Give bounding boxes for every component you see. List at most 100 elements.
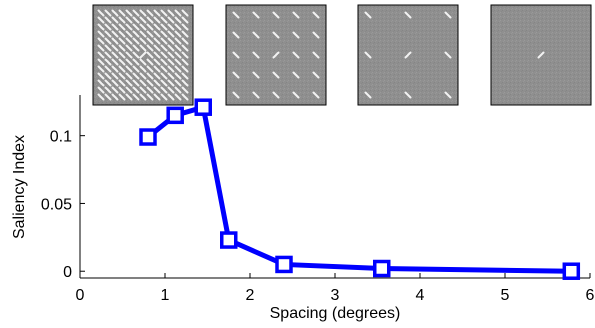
series-line [146,104,572,274]
distractor-element [312,51,320,59]
distractor-element [252,71,260,79]
x-tick-label: 6 [586,287,595,304]
distractor-element [111,51,119,59]
distractor-element [111,86,119,94]
distractor-element [272,91,280,99]
distractor-element [160,86,168,94]
distractor-element [160,79,168,87]
distractor-element [139,72,147,80]
distractor-element [132,93,140,101]
x-tick-label: 2 [246,287,255,304]
distractor-element [181,79,189,87]
distractor-element [174,9,182,17]
distractor-element [97,9,105,17]
distractor-element [153,72,161,80]
distractor-element [97,23,105,31]
distractor-element [167,23,175,31]
distractor-element [174,30,182,38]
distractor-element [118,93,126,101]
data-point-marker [220,231,238,249]
data-point-marker [275,255,293,274]
data-point-marker [194,98,212,116]
distractor-element [132,16,140,24]
distractor-element [125,30,133,38]
distractor-element [252,11,260,19]
target-element [139,51,147,59]
distractor-element [118,58,126,66]
distractor-element [125,65,133,73]
stimuli-row [92,4,592,106]
distractor-element [118,65,126,73]
distractor-element [146,79,154,87]
distractor-element [232,91,240,99]
distractor-element [125,16,133,24]
distractor-element [146,23,154,31]
distractor-element [312,71,320,79]
distractor-element [160,51,168,59]
distractor-element [181,51,189,59]
data-point-marker [139,128,157,146]
distractor-element [125,37,133,45]
distractor-element [139,30,147,38]
data-point-marker [562,262,581,280]
distractor-element [153,37,161,45]
distractor-element [181,44,189,52]
distractor-element [118,37,126,45]
distractor-element [139,93,147,101]
distractor-element [118,9,126,17]
distractor-element [160,23,168,31]
stimulus-sparse-spacing [357,4,459,106]
distractor-element [104,51,112,59]
distractor-element [97,37,105,45]
distractor-element [272,71,280,79]
distractor-element [153,79,161,87]
distractor-element [153,9,161,17]
series-layer [139,98,581,280]
distractor-element [174,23,182,31]
distractor-element [125,51,133,59]
distractor-element [139,9,147,17]
distractor-element [174,79,182,87]
distractor-element [139,58,147,66]
y-tick-label: 0 [63,264,72,281]
distractor-element [146,16,154,24]
y-ticks: 0 0.05 0.1 [41,129,85,281]
distractor-element [174,72,182,80]
distractor-element [232,71,240,79]
distractor-element [104,37,112,45]
distractor-element [118,16,126,24]
target-element [537,51,545,59]
distractor-element [174,51,182,59]
distractor-element [272,11,280,19]
distractor-element [125,9,133,17]
distractor-element [104,9,112,17]
data-point-marker [166,106,184,125]
distractor-element [139,23,147,31]
distractor-element [146,37,154,45]
x-tick-label: 0 [76,287,85,304]
distractor-element [181,23,189,31]
distractor-element [139,86,147,94]
stimulus-single-element [490,4,592,106]
distractor-element [111,30,119,38]
distractor-element [312,11,320,19]
distractor-element [97,65,105,73]
distractor-element [167,16,175,24]
distractor-element [139,65,147,73]
distractor-element [292,51,300,59]
distractor-element [146,86,154,94]
distractor-element [153,30,161,38]
distractor-element [160,37,168,45]
distractor-element [174,37,182,45]
distractor-element [139,79,147,87]
distractor-element [132,37,140,45]
distractor-element [132,72,140,80]
distractor-element [97,51,105,59]
distractor-element [160,72,168,80]
distractor-element [444,91,452,99]
distractor-element [111,23,119,31]
distractor-element [181,58,189,66]
distractor-element [111,79,119,87]
distractor-element [111,44,119,52]
plot-area: 0 1 2 3 4 5 6 0 0.05 0.1 Spacing (degrees) Salie… [11,95,595,322]
